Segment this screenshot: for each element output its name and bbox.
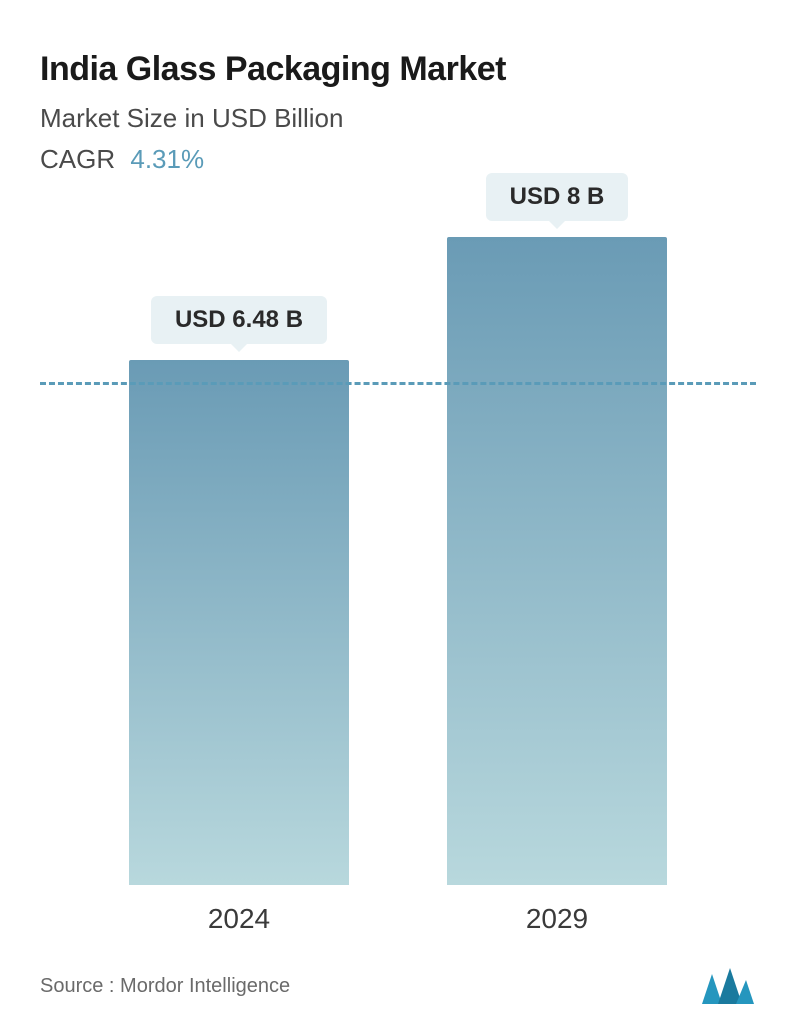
value-label-2024: USD 6.48 B — [151, 296, 327, 344]
reference-line — [40, 382, 756, 385]
x-label-2024: 2024 — [129, 903, 349, 935]
cagr-value: 4.31% — [130, 144, 204, 174]
bar-2024 — [129, 360, 349, 885]
cagr-label: CAGR — [40, 144, 115, 174]
x-label-2029: 2029 — [447, 903, 667, 935]
header: India Glass Packaging Market Market Size… — [40, 50, 756, 175]
logo-icon — [700, 966, 756, 1006]
bars-container: USD 6.48 B USD 8 B — [40, 255, 756, 885]
footer: Source : Mordor Intelligence — [40, 966, 756, 1006]
bar-group-2029: USD 8 B — [447, 173, 667, 885]
chart-title: India Glass Packaging Market — [40, 50, 756, 89]
source-text: Source : Mordor Intelligence — [40, 975, 290, 998]
value-label-2029: USD 8 B — [486, 173, 629, 221]
bar-2029 — [447, 237, 667, 885]
chart-area: USD 6.48 B USD 8 B 2024 2029 — [40, 215, 756, 935]
chart-subtitle: Market Size in USD Billion — [40, 103, 756, 134]
x-axis-labels: 2024 2029 — [40, 903, 756, 935]
cagr-row: CAGR 4.31% — [40, 144, 756, 175]
